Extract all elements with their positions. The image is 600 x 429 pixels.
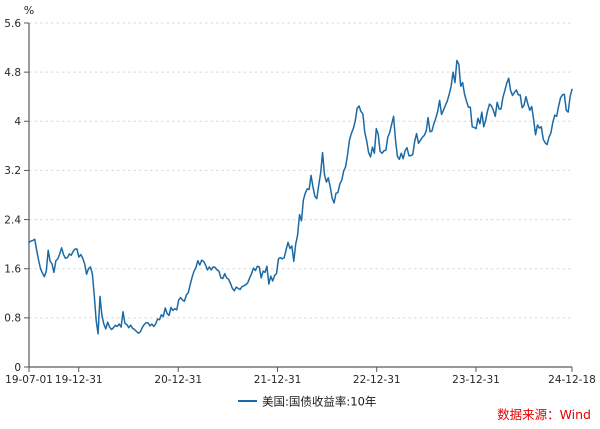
y-tick-label: 4.8 [4,67,21,79]
y-tick-label: 1.6 [4,264,21,276]
x-tick-label: 23-12-31 [452,374,500,386]
x-tick-label: 20-12-31 [154,374,202,386]
y-tick-label: 4 [14,116,21,128]
tick-labels: 0 0.8 1.6 2.4 3.2 4 4.8 5.6 19-07-01 19-12-31 20-1… [4,18,596,386]
series [28,59,573,335]
y-tick-label: 2.4 [4,214,21,226]
yield-series-line [28,59,573,335]
legend: 美国:国债收益率:10年 [238,395,376,409]
x-tick-label: 19-07-01 [5,374,53,386]
gridlines [29,22,572,319]
y-axis-unit-label: % [24,4,34,17]
x-tick-label: 19-12-31 [55,374,103,386]
axes [24,22,573,372]
y-tick-label: 3.2 [4,165,21,177]
x-tick-label: 24-12-18 [548,374,596,386]
data-source-label: 数据来源：Wind [497,407,591,422]
y-tick-label: 0.8 [4,313,21,325]
x-tick-label: 22-12-31 [353,374,401,386]
legend-series-label: 美国:国债收益率:10年 [262,395,376,409]
y-tick-label: 0 [14,362,21,374]
y-tick-label: 5.6 [4,18,21,30]
x-tick-label: 21-12-31 [254,374,302,386]
